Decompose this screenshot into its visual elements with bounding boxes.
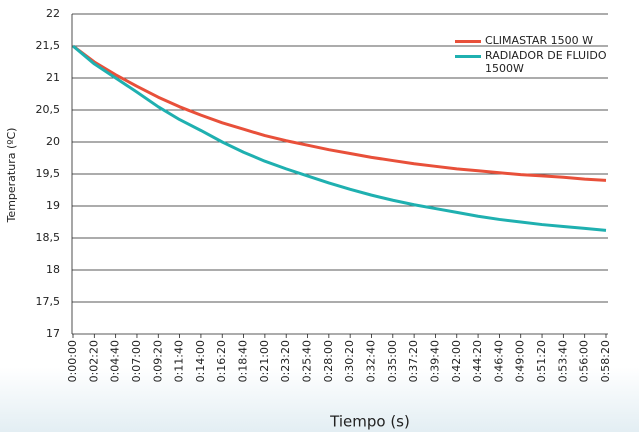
x-tick-label: 0:58:20 [599, 340, 612, 382]
x-tick-label: 0:44:20 [471, 340, 484, 382]
legend-swatch [455, 40, 481, 43]
x-tick-label: 0:32:40 [364, 340, 377, 382]
x-tick-label: 0:21:00 [258, 340, 271, 382]
y-tick-label: 18 [46, 263, 60, 276]
x-tick-label: 0:00:00 [66, 340, 79, 382]
legend: CLIMASTAR 1500 W RADIADOR DE FLUIDO 1500W [455, 34, 610, 77]
x-tick-label: 0:02:20 [87, 340, 100, 382]
x-tick-label: 0:51:20 [535, 340, 548, 382]
x-tick-label: 0:28:00 [322, 340, 335, 382]
legend-label: CLIMASTAR 1500 W [485, 34, 593, 47]
y-tick-label: 20 [46, 135, 60, 148]
y-tick-label: 17,5 [36, 295, 61, 308]
x-tick-label: 0:42:00 [450, 340, 463, 382]
x-tick-label: 0:25:40 [301, 340, 314, 382]
legend-label: RADIADOR DE FLUIDO 1500W [485, 49, 607, 75]
y-tick-label: 18,5 [36, 231, 61, 244]
y-tick-label: 19,5 [36, 167, 61, 180]
x-tick-label: 0:46:40 [492, 340, 505, 382]
x-tick-label: 0:14:00 [194, 340, 207, 382]
legend-item: CLIMASTAR 1500 W [455, 34, 610, 47]
x-tick-label: 0:04:40 [109, 340, 122, 382]
x-tick-label: 0:09:20 [151, 340, 164, 382]
y-tick-label: 17 [46, 327, 60, 340]
x-tick-label: 0:23:20 [279, 340, 292, 382]
x-tick-label: 0:18:40 [237, 340, 250, 382]
x-tick-label: 0:37:20 [407, 340, 420, 382]
x-tick-label: 0:16:20 [215, 340, 228, 382]
x-tick-label: 0:11:40 [173, 340, 186, 382]
legend-swatch [455, 55, 481, 58]
x-tick-label: 0:49:00 [514, 340, 527, 382]
series-line [72, 44, 607, 232]
y-tick-label: 21 [46, 71, 60, 84]
y-tick-label: 20,5 [36, 103, 61, 116]
y-tick-label: 22 [46, 7, 60, 20]
legend-item: RADIADOR DE FLUIDO 1500W [455, 49, 610, 75]
x-axis-label: Tiempo (s) [329, 413, 410, 431]
y-tick-label: 19 [46, 199, 60, 212]
x-tick-label: 0:53:40 [556, 340, 569, 382]
x-tick-label: 0:07:00 [130, 340, 143, 382]
x-tick-label: 0:39:40 [428, 340, 441, 382]
y-tick-label: 21,5 [36, 39, 61, 52]
series-line [72, 44, 607, 182]
x-tick-label: 0:30:20 [343, 340, 356, 382]
x-tick-label: 0:35:00 [386, 340, 399, 382]
y-axis-label: Temperatura (ºC) [5, 128, 18, 224]
x-tick-label: 0:56:00 [578, 340, 591, 382]
